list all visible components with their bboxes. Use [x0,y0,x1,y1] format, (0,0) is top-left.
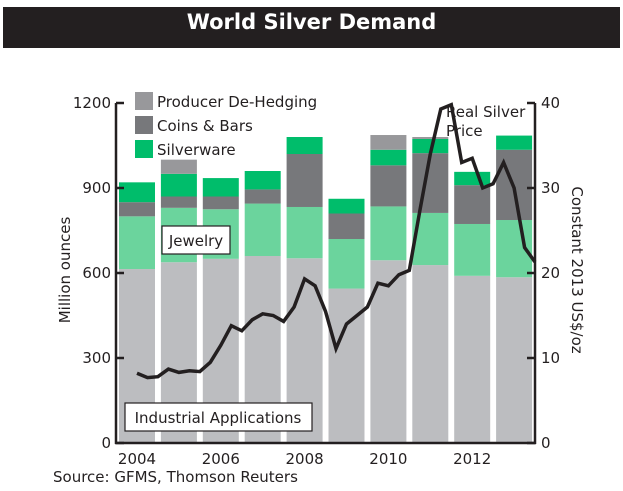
bar-silverware-2006 [202,178,239,197]
y-tick-label-0: 0 [101,434,111,452]
bar-coins-bars-2008 [286,154,323,207]
bar-producer-de-hedging-2005 [160,159,197,174]
axes-layer: 0 300 600 900 1200 0 10 20 30 40 2004 2006 2008 2010 2… [73,94,560,468]
industrial-label: Industrial Applications [135,409,302,427]
bar-coins-bars-2007 [244,189,281,204]
bar-jewelry-2008 [286,206,323,259]
x-tick-label-2012: 2012 [453,450,491,468]
bar-silverware-2012 [454,171,491,186]
source-note: Source: GFMS, Thomson Reuters [53,468,298,486]
bar-industrial-applications-2011 [412,265,449,443]
price-label-line1: Real Silver [446,103,526,121]
legend-swatch-silverware [135,140,153,158]
bar-silverware-2009 [328,198,365,214]
bar-jewelry-2004 [119,216,155,270]
jewelry-label: Jewelry [168,232,223,250]
bar-silverware-2013 [496,135,533,150]
y-tick-label-1200: 1200 [73,94,111,112]
price-label-line2: Price [446,122,483,140]
bar-producer-de-hedging-2010 [370,135,407,150]
legend: Producer De-Hedging Coins & Bars Silverwar… [135,92,317,159]
price-line [136,102,537,380]
bar-coins-bars-2010 [370,165,407,207]
y2-axis-title: Constant 2013 US$/oz [568,186,586,353]
legend-label-coins-bars: Coins & Bars [157,117,253,135]
y-tick-label-600: 600 [82,264,111,282]
bar-silverware-2011 [412,138,449,154]
x-tick-label-2006: 2006 [202,450,240,468]
bar-jewelry-2012 [454,223,491,276]
bar-producer-de-hedging-2011 [412,137,449,139]
y2-tick-label-30: 30 [541,179,560,197]
bar-coins-bars-2012 [454,185,491,224]
legend-swatch-coins-bars [135,116,153,134]
bars-layer [119,135,533,443]
y-axis-title: Million ounces [56,217,74,324]
bar-silverware-2005 [160,173,197,197]
price-label: Real Silver Price [446,103,526,140]
industrial-label-box: Industrial Applications [124,402,313,432]
y-tick-label-900: 900 [82,179,111,197]
bar-silverware-2008 [286,137,323,154]
legend-label-producer-de-hedging: Producer De-Hedging [157,93,317,111]
bar-silverware-2004 [119,182,155,203]
x-tick-label-2008: 2008 [286,450,324,468]
y2-tick-label-20: 20 [541,264,560,282]
bar-coins-bars-2004 [119,202,155,217]
bar-jewelry-2007 [244,203,281,256]
x-tick-label-2010: 2010 [369,450,407,468]
chart-title: World Silver Demand [3,7,620,48]
bar-industrial-applications-2012 [454,275,491,443]
y-tick-label-300: 300 [82,349,111,367]
y2-tick-label-0: 0 [541,434,551,452]
x-tick-label-2004: 2004 [118,450,156,468]
bar-coins-bars-2005 [160,196,197,208]
price-line-layer [136,102,537,380]
bar-silverware-2010 [370,149,407,166]
jewelry-label-box: Jewelry [161,225,231,255]
legend-label-silverware: Silverware [157,141,236,159]
bar-industrial-applications-2013 [496,277,533,443]
bar-silverware-2007 [244,171,281,190]
bar-jewelry-2010 [370,206,407,261]
bar-coins-bars-2006 [202,196,239,210]
y2-tick-label-40: 40 [541,94,560,112]
y2-tick-label-10: 10 [541,349,560,367]
bar-coins-bars-2009 [328,213,365,239]
bar-jewelry-2009 [328,239,365,289]
legend-swatch-producer-de-hedging [135,92,153,110]
